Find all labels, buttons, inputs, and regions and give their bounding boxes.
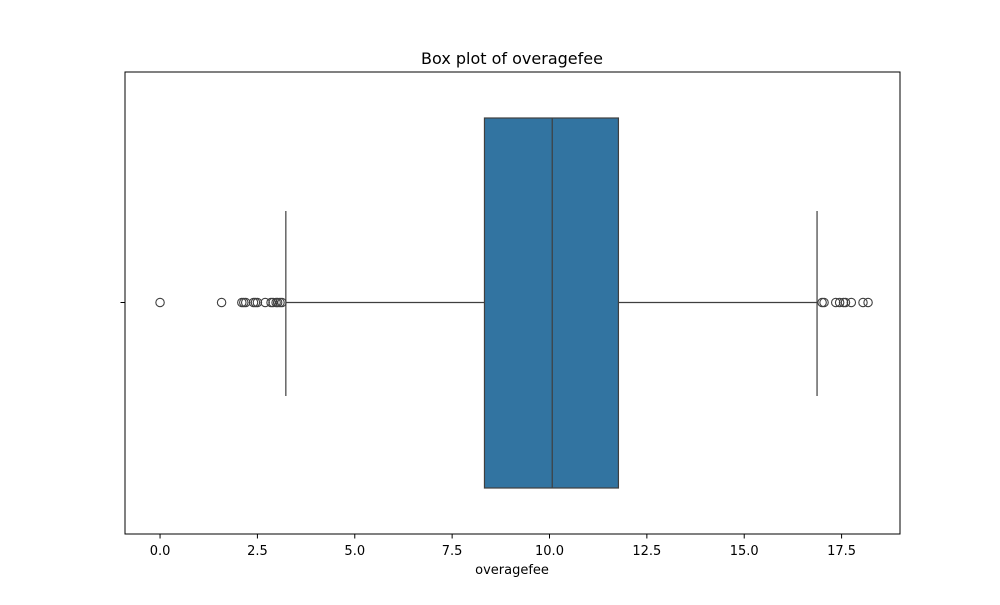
x-tick-label: 17.5	[827, 544, 856, 559]
outlier-point	[840, 297, 851, 308]
outlier-point	[216, 297, 227, 308]
outlier-point	[252, 297, 263, 308]
outlier-point	[819, 297, 829, 308]
x-tick-label: 5.0	[344, 544, 365, 559]
x-tick-label: 0.0	[150, 544, 171, 559]
iqr-box	[483, 117, 620, 489]
outlier-point	[260, 297, 270, 308]
x-tick-label: 10.0	[535, 544, 564, 559]
x-axis-label: overagefee	[475, 563, 549, 578]
x-tick-label: 15.0	[730, 544, 759, 559]
outlier-point	[830, 297, 841, 308]
outlier-point	[863, 297, 873, 308]
outlier-point	[277, 297, 287, 308]
outlier-point	[858, 297, 868, 308]
x-axis-ticks: 0.0 2.5 5.0 7.5 10.0 12.5 15.0 17.5	[150, 534, 856, 559]
x-tick-label: 12.5	[632, 544, 661, 559]
outlier-point	[834, 297, 845, 308]
x-tick-label: 2.5	[247, 544, 268, 559]
box-plot-marks	[155, 117, 873, 489]
x-tick-label: 7.5	[442, 544, 463, 559]
outlier-point	[268, 297, 278, 308]
outlier-point	[272, 297, 283, 308]
outlier-point	[155, 297, 165, 308]
chart-title: Box plot of overagefee	[421, 49, 603, 68]
outlier-point	[240, 297, 251, 308]
outlier-point	[846, 297, 857, 308]
